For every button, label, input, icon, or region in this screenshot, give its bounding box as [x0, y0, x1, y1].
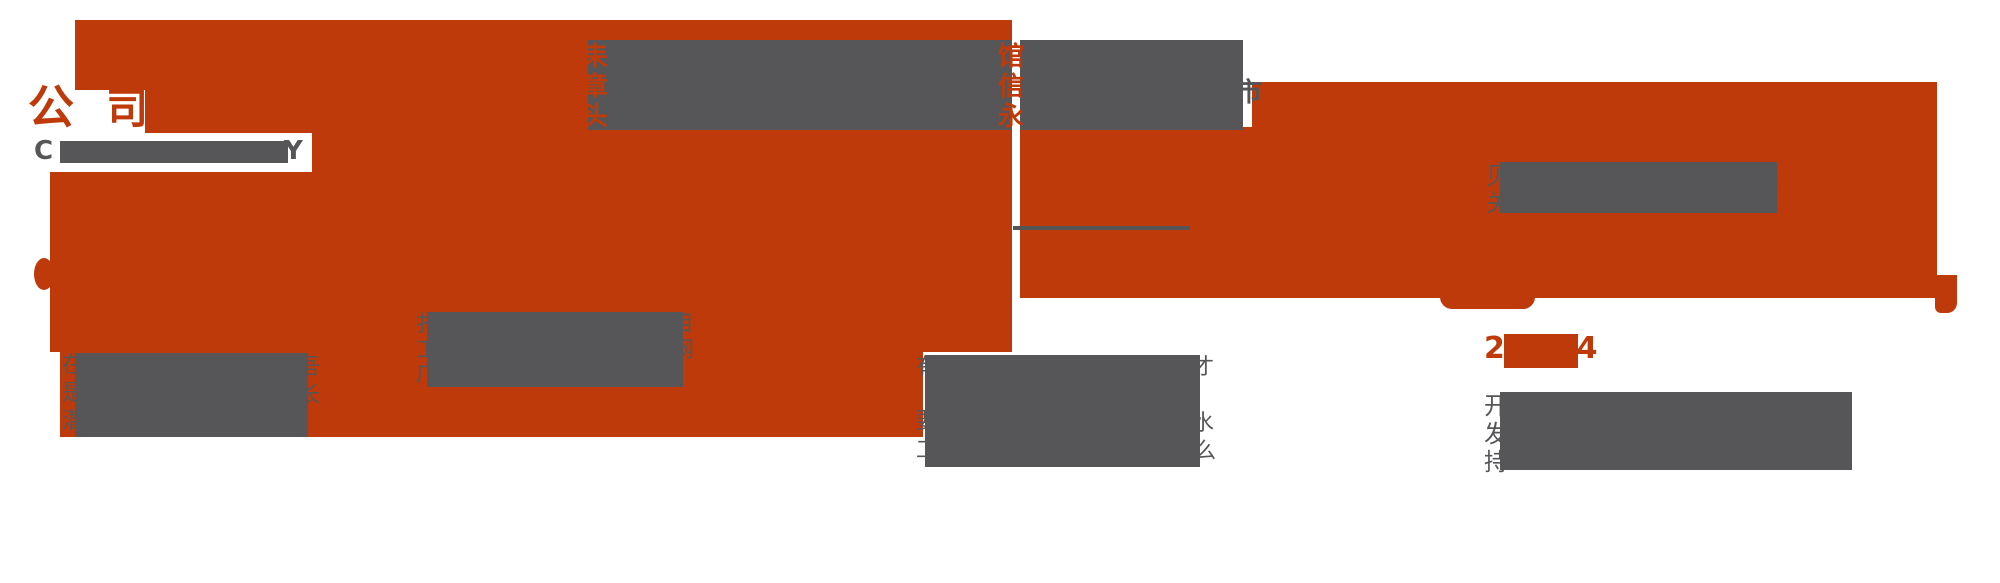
subtitle-first-letter: C	[34, 136, 56, 166]
orange-block-right-top	[1252, 82, 1937, 127]
orange-swoosh-dip	[1440, 293, 1535, 309]
top-paragraph-fragment-l2: 章	[582, 72, 609, 102]
center-bottom-fragment-l3: 工	[916, 438, 939, 463]
center-bottom-fragment-l2: 要	[916, 409, 939, 434]
left-bottom-paragraph-bar	[75, 353, 308, 437]
left-bottom-fragment-r2: 长	[298, 383, 321, 408]
top-paragraph-fragment-l3: 头	[582, 102, 609, 132]
right-middle-fragment-l2: 关	[1486, 189, 1510, 217]
top-paragraph-fragment-l1: 耒	[582, 42, 609, 72]
center-fragment-l1: 扌	[416, 312, 439, 337]
subtitle-bar	[60, 141, 288, 163]
left-bottom-fragment-l1: 在	[62, 353, 85, 378]
left-bottom-fragment-r1: 吾	[298, 355, 321, 380]
top-paragraph-bar-right	[1020, 40, 1243, 130]
right-middle-comma: ，	[1770, 164, 1794, 192]
year-cover-block	[1504, 334, 1578, 368]
timeline-paragraph-bar	[1500, 392, 1852, 470]
orange-tail-step	[1935, 275, 1957, 313]
center-fragment-r2: 网	[672, 338, 695, 363]
center-fragment-l2: 工	[416, 338, 439, 363]
thin-divider-line	[1013, 226, 1190, 230]
timeline-fragment-l2: 发	[1484, 420, 1508, 448]
right-middle-fragment-l1: 贝	[1486, 162, 1510, 190]
timeline-fragment-l3: 持	[1484, 448, 1508, 476]
left-bottom-fragment-l2: 是	[62, 381, 85, 406]
center-fragment-l3: 广	[416, 362, 439, 387]
orange-bump	[34, 258, 54, 290]
subtitle-last-letter: Y	[284, 136, 305, 166]
top-paragraph-fragment-m2: 信	[998, 72, 1025, 102]
center-bottom-fragment-r2: 水	[1192, 411, 1215, 436]
center-fragment-r1: 目	[672, 312, 695, 337]
orange-block-left-band	[312, 133, 1012, 172]
center-bottom-fragment-r1: 才	[1192, 355, 1215, 380]
timeline-comma: ，	[1844, 422, 1868, 450]
top-paragraph-bar-left	[588, 40, 1012, 130]
page-title-cn: 公	[28, 80, 74, 134]
top-paragraph-fragment-r1: 市	[1236, 78, 1263, 108]
top-paragraph-fragment-m1: 馆	[998, 42, 1025, 72]
orange-block-right-main	[1020, 127, 1937, 298]
right-middle-paragraph-bar	[1500, 162, 1777, 213]
page-title-cn-partial: 司	[106, 84, 149, 133]
timeline-fragment-l1: 开	[1484, 392, 1508, 420]
top-paragraph-fragment-m3: 永	[998, 102, 1025, 132]
center-bottom-fragment-l1: 有	[916, 355, 939, 380]
center-bottom-paragraph-bar	[925, 355, 1200, 467]
left-bottom-fragment-l3: 潜	[62, 409, 85, 434]
center-paragraph-bar	[427, 312, 683, 387]
center-bottom-fragment-r3: 么	[1194, 439, 1217, 464]
